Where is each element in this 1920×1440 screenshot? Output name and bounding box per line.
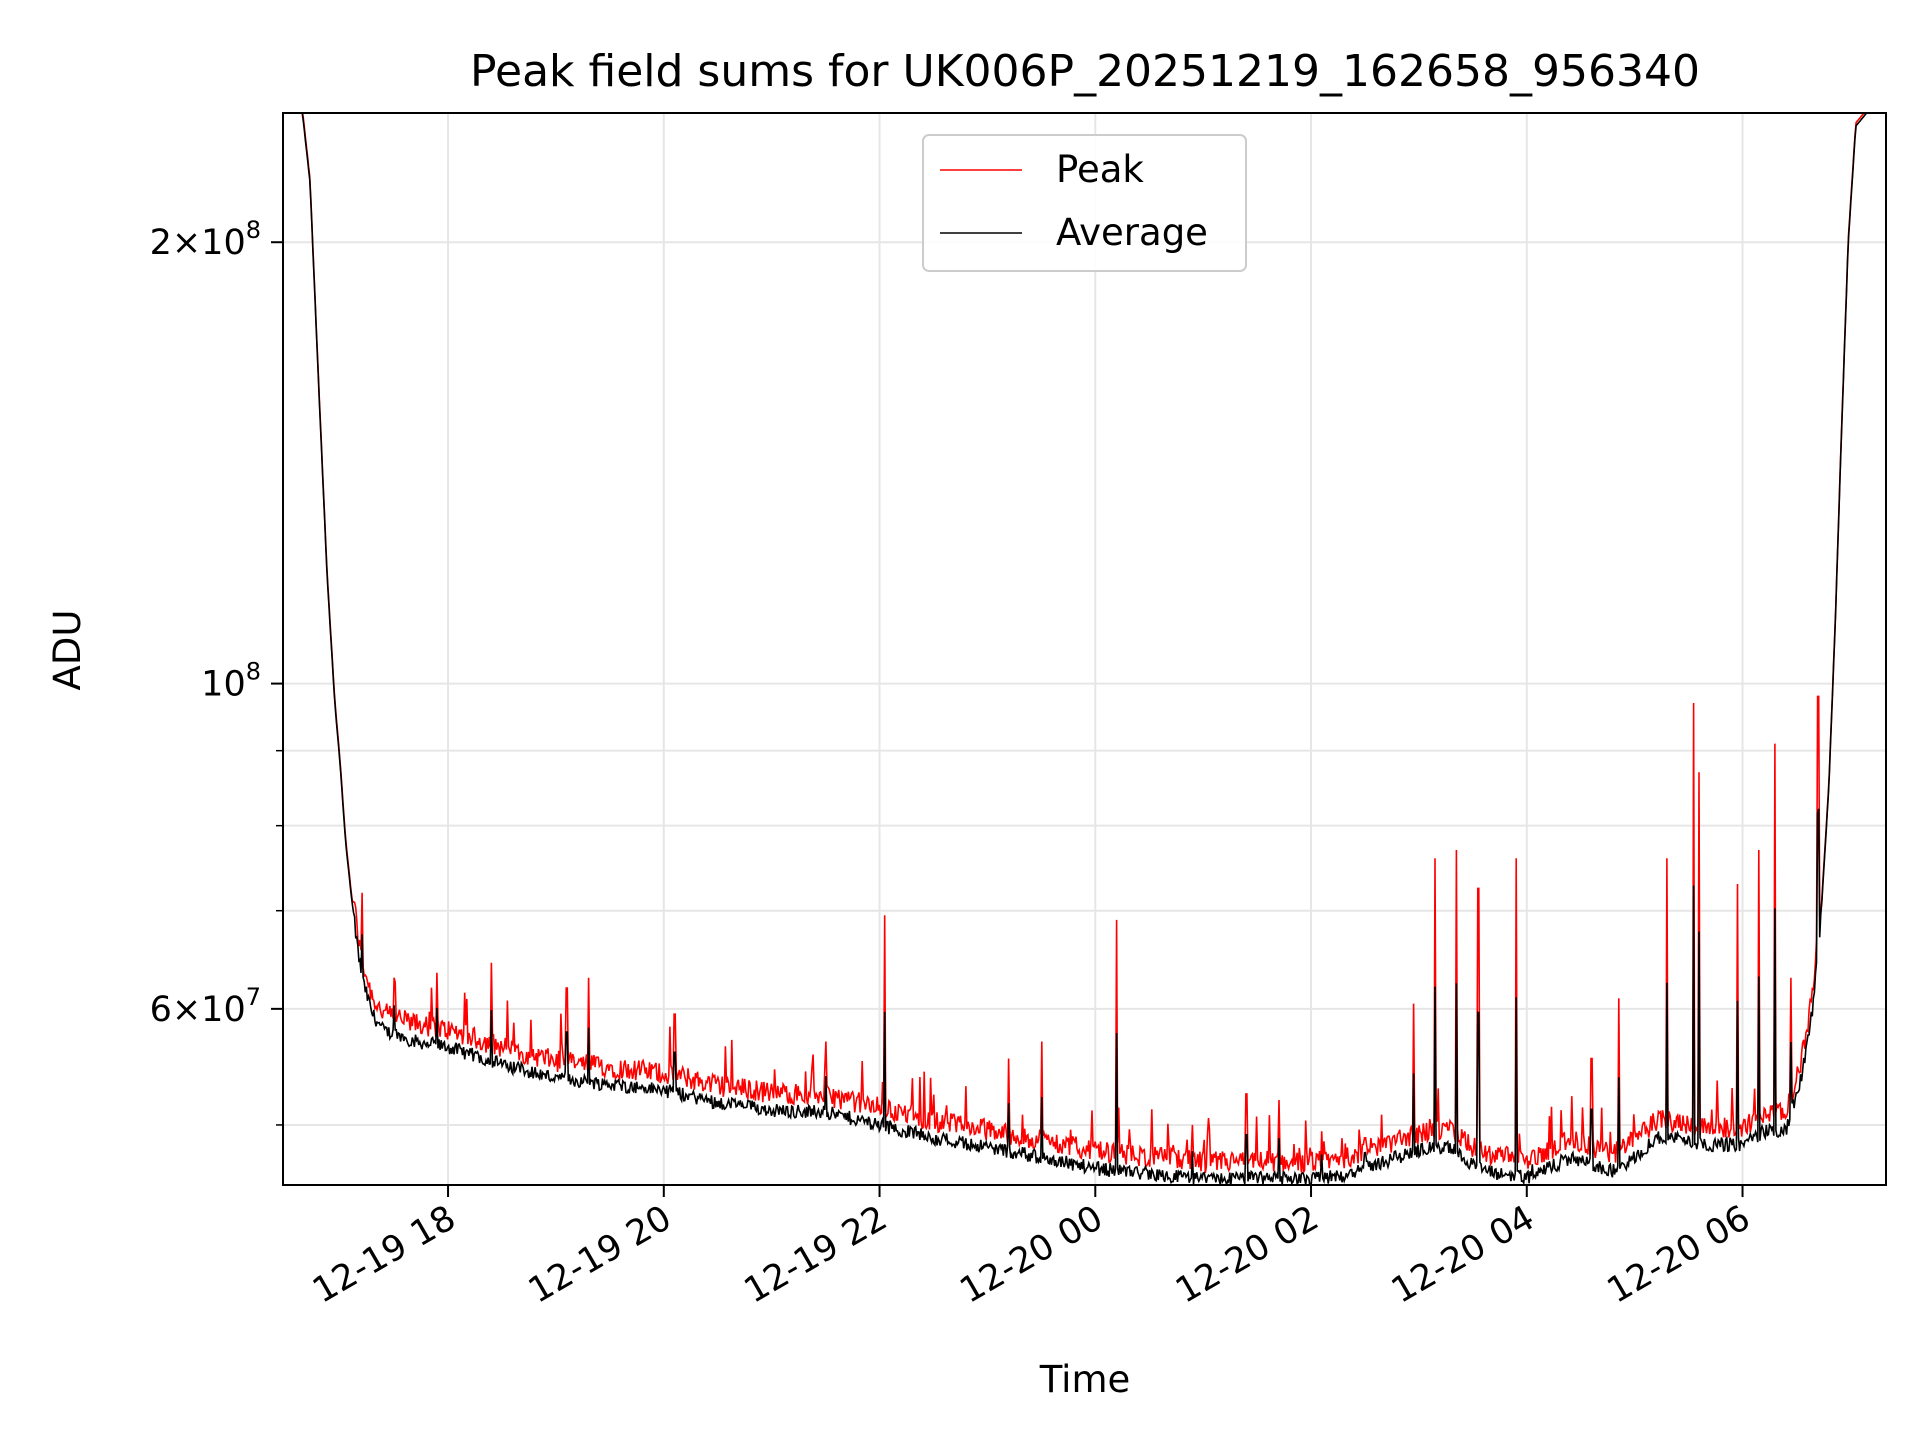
peak-series-line [301, 113, 1865, 1176]
y-tick-label: 6×107 [150, 983, 261, 1030]
legend-average-label: Average [1056, 211, 1208, 254]
series-group [283, 113, 1886, 1185]
plot-frame [282, 112, 1887, 1186]
x-axis-label: Time [1039, 1358, 1131, 1401]
y-axis-label: ADU [46, 610, 89, 691]
legend-box [922, 134, 1247, 272]
legend-peak-label: Peak [1056, 148, 1144, 191]
legend: Peak Average [922, 134, 1247, 272]
y-tick-label: 108 [201, 658, 261, 705]
chart-title: Peak field sums for UK006P_20251219_1626… [470, 46, 1700, 97]
average-series-line [283, 113, 1886, 1185]
y-tick-label: 2×108 [150, 216, 261, 263]
